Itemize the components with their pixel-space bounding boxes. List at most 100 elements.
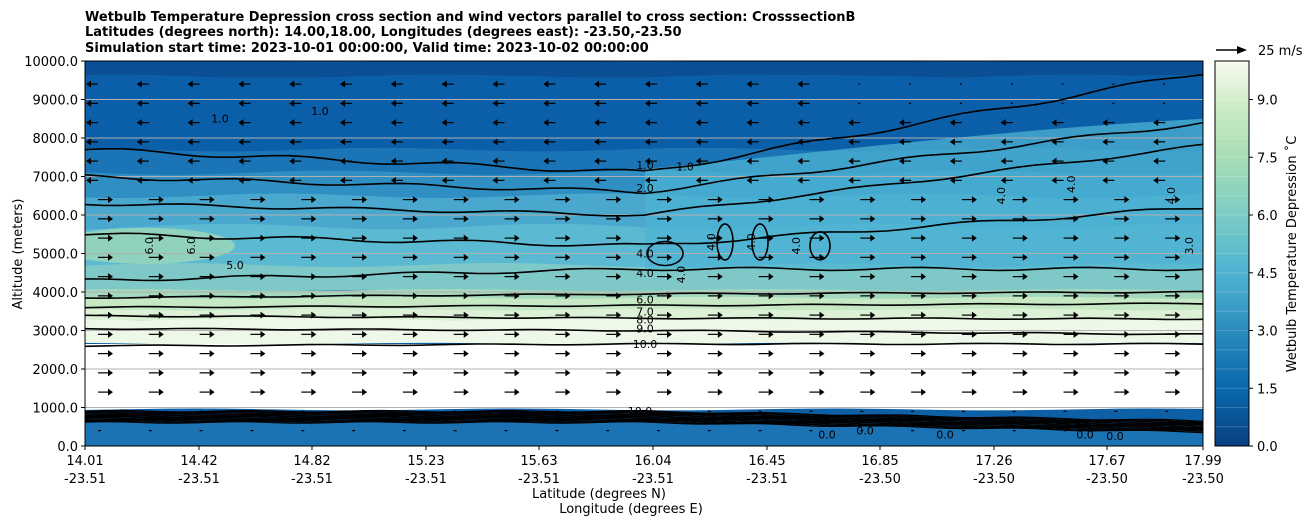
- wind-vector-head: [158, 350, 164, 358]
- colorbar-frame: [1214, 60, 1250, 447]
- wind-vector-head: [260, 273, 266, 281]
- contour-line: [85, 143, 1203, 217]
- quiver-key: 25 m/s: [1216, 44, 1303, 59]
- wind-vector-head: [921, 292, 927, 300]
- wind-vector-head: [971, 311, 977, 319]
- wind-vector-head: [108, 234, 113, 242]
- wind-vector-head: [768, 330, 774, 338]
- wind-vector-head: [463, 234, 469, 242]
- plot-area: 1.02.04.04.06.07.08.09.010.01.01.01.04.0…: [85, 61, 1203, 446]
- contour-label-extra: 0.0: [1076, 428, 1094, 441]
- wind-vector-head: [187, 80, 193, 88]
- wind-vector-head: [86, 99, 91, 107]
- surface-contour: [85, 415, 1203, 429]
- wind-vector-head: [289, 80, 295, 88]
- colorbar-tick-label: 7.5: [1257, 151, 1278, 166]
- wind-vector-head: [108, 388, 113, 396]
- wind-vector-head: [1022, 388, 1028, 396]
- wind-vector-head: [565, 292, 571, 300]
- wind-vector-head: [616, 330, 622, 338]
- x-tick-label-lon: -23.50: [859, 472, 901, 487]
- wind-vector-head: [594, 157, 600, 165]
- x-tick-label-lat: 14.42: [180, 454, 217, 469]
- y-tick-label: 5000.0: [33, 248, 79, 263]
- wind-vector-head: [108, 215, 113, 223]
- wind-vector-head: [158, 273, 164, 281]
- wind-vector-head: [1073, 215, 1079, 223]
- wind-vector-head: [1022, 196, 1028, 204]
- wind-vector-head: [971, 350, 977, 358]
- contour-line: [85, 121, 1203, 195]
- contour-label-extra: 4.0: [995, 187, 1008, 205]
- x-tick-label-lon: -23.51: [405, 472, 447, 487]
- wind-vector-head: [717, 330, 723, 338]
- wind-vector-head: [412, 196, 418, 204]
- wind-vector-head: [514, 388, 520, 396]
- wind-vector-head: [1000, 119, 1006, 127]
- wind-vector-head: [514, 350, 520, 358]
- wind-vector-head: [768, 234, 774, 242]
- wind-vector-head: [108, 253, 113, 261]
- wind-vector-head: [667, 253, 672, 261]
- wind-vector-head: [260, 350, 266, 358]
- wind-vector-head: [565, 253, 571, 261]
- band-layer: [85, 74, 1203, 156]
- wind-vector-head: [158, 311, 164, 319]
- wind-vector-head: [362, 292, 368, 300]
- wind-vector-head: [949, 119, 955, 127]
- x-tick-label-lon: -23.50: [1086, 472, 1128, 487]
- wind-vector-head: [1102, 176, 1108, 184]
- wind-vector-head: [158, 234, 164, 242]
- wind-vector-head: [158, 215, 164, 223]
- wind-vector-head: [412, 330, 418, 338]
- wind-vector-head: [1175, 311, 1181, 319]
- surface-contour: [85, 410, 1203, 424]
- wind-vector-head: [209, 292, 215, 300]
- wind-vector-head: [1022, 273, 1028, 281]
- x-tick-label-lat: 16.85: [861, 454, 898, 469]
- wind-vector-head: [1051, 176, 1057, 184]
- wind-vector-head: [492, 157, 498, 165]
- wind-vector-head: [514, 330, 520, 338]
- surface-contour: [85, 420, 1203, 434]
- wind-vector-head: [1175, 292, 1181, 300]
- contour-label-extra: 4.0: [705, 233, 718, 251]
- wind-vector-head: [645, 138, 650, 146]
- wind-vector-head: [819, 253, 825, 261]
- wind-vector-head: [921, 273, 927, 281]
- wind-vector-head: [1124, 273, 1130, 281]
- wind-vector-head: [1000, 138, 1006, 146]
- colorbar-tick-label: 4.5: [1257, 267, 1278, 282]
- chart-title-line-2: Latitudes (degrees north): 14.00,18.00, …: [85, 25, 682, 40]
- wind-vector-head: [949, 176, 955, 184]
- band-right-cyan: [645, 118, 1203, 269]
- wind-vector-head: [848, 119, 854, 127]
- contour-line: [85, 302, 1203, 309]
- wind-vector-head: [921, 196, 927, 204]
- wind-vector-head: [390, 80, 396, 88]
- wind-vector-head: [870, 388, 876, 396]
- wind-vector-head: [311, 196, 317, 204]
- wind-vector-head: [717, 234, 723, 242]
- wind-vector-head: [565, 215, 571, 223]
- wind-vector-head: [492, 99, 498, 107]
- contour-label-extra: 0.0: [1106, 430, 1124, 443]
- wind-vector-head: [565, 350, 571, 358]
- wind-vector-head: [260, 388, 266, 396]
- wind-vector-head: [260, 253, 266, 261]
- wind-vector-head: [158, 388, 164, 396]
- wind-vector-head: [463, 311, 469, 319]
- contour-line: [85, 327, 1203, 336]
- wind-vector-head: [899, 138, 905, 146]
- wind-vector-head: [819, 388, 825, 396]
- x-tick-label-lon: -23.51: [746, 472, 788, 487]
- wind-vector-head: [1124, 369, 1130, 377]
- wind-vector-head: [108, 369, 113, 377]
- colorbar-gradient: [1215, 61, 1249, 446]
- y-tick-label: 3000.0: [33, 325, 79, 340]
- wind-vector-head: [362, 330, 368, 338]
- x-tick-label-lat: 16.45: [748, 454, 785, 469]
- band-layer: [85, 61, 1203, 78]
- wind-vector-head: [971, 369, 977, 377]
- wind-vector-head: [1073, 196, 1079, 204]
